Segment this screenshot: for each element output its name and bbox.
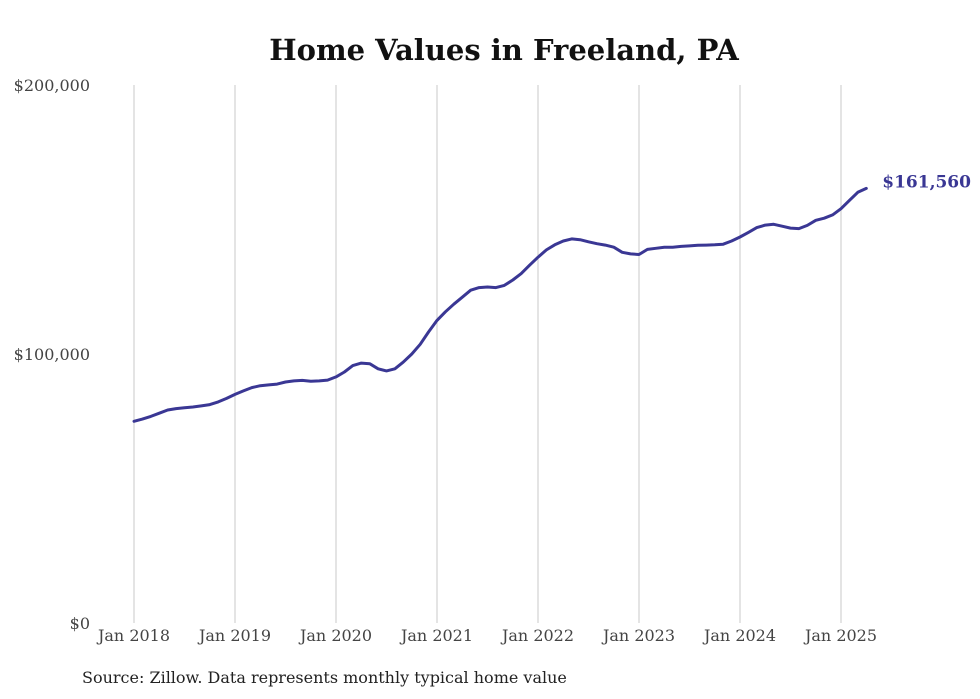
x-tick-label: Jan 2018	[96, 626, 170, 645]
gridlines	[133, 85, 842, 623]
x-axis-ticks: Jan 2018 Jan 2019 Jan 2020 Jan 2021 Jan 2022…	[96, 626, 877, 645]
y-tick-label: $100,000	[14, 345, 90, 364]
x-tick-label: Jan 2021	[399, 626, 473, 645]
end-value-label: $161,560	[882, 172, 971, 192]
y-tick-label: $200,000	[14, 76, 90, 95]
home-value-line	[132, 186, 868, 423]
source-note: Source: Zillow. Data represents monthly …	[82, 668, 567, 687]
x-tick-label: Jan 2024	[702, 626, 776, 645]
x-tick-label: Jan 2022	[500, 626, 574, 645]
x-tick-label: Jan 2025	[803, 626, 877, 645]
y-axis-ticks: $0 $100,000 $200,000	[14, 76, 90, 633]
x-tick-label: Jan 2020	[298, 626, 372, 645]
chart-title: Home Values in Freeland, PA	[269, 33, 739, 67]
x-tick-label: Jan 2023	[601, 626, 675, 645]
x-tick-label: Jan 2019	[197, 626, 271, 645]
y-tick-label: $0	[70, 614, 90, 633]
